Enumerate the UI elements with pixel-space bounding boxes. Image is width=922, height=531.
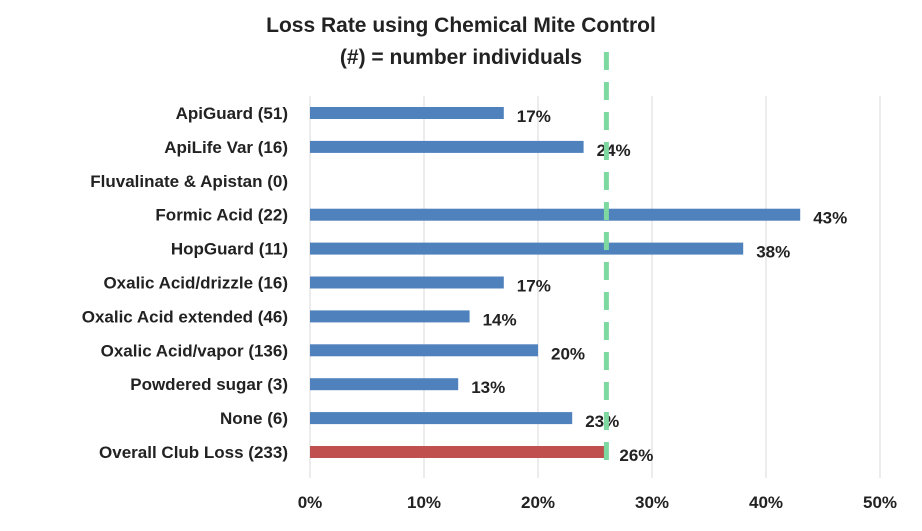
data-label: 43% [813, 209, 847, 228]
x-tick-label: 10% [407, 493, 441, 512]
chart-title: Loss Rate using Chemical Mite Control [266, 14, 656, 37]
bar [310, 446, 607, 458]
category-label: HopGuard (11) [171, 240, 288, 259]
bar [310, 107, 504, 119]
x-tick-label: 40% [749, 493, 783, 512]
bar [310, 276, 504, 289]
data-label: 26% [619, 446, 653, 465]
bar [310, 310, 470, 323]
bar [310, 378, 459, 391]
category-label: Overall Club Loss (233) [99, 443, 288, 462]
x-tick-label: 30% [635, 493, 669, 512]
category-label: Oxalic Acid/vapor (136) [101, 341, 288, 360]
bar [310, 412, 573, 425]
data-label: 23% [585, 412, 619, 431]
category-label: Fluvalinate & Apistan (0) [90, 172, 288, 191]
x-tick-label: 20% [521, 493, 555, 512]
data-label: 13% [471, 378, 505, 397]
category-label: ApiGuard (51) [176, 104, 288, 123]
data-label: 14% [483, 310, 517, 329]
category-label: None (6) [220, 409, 288, 428]
data-label: 17% [517, 277, 551, 296]
x-tick-label: 0% [298, 493, 323, 512]
chart-subtitle: (#) = number individuals [339, 46, 583, 69]
bar [310, 208, 801, 221]
data-label: 38% [756, 243, 790, 262]
category-label: Powdered sugar (3) [130, 375, 288, 394]
x-tick-label: 50% [863, 493, 897, 512]
category-label: Oxalic Acid extended (46) [82, 307, 288, 326]
data-label: 24% [597, 141, 631, 160]
category-label: ApiLife Var (16) [164, 138, 288, 157]
bar [310, 344, 538, 357]
category-label: Formic Acid (22) [155, 206, 288, 225]
bar [310, 140, 584, 153]
data-label: 20% [551, 344, 585, 363]
data-label: 17% [517, 107, 551, 126]
category-label: Oxalic Acid/drizzle (16) [103, 274, 288, 293]
bar [310, 242, 744, 255]
